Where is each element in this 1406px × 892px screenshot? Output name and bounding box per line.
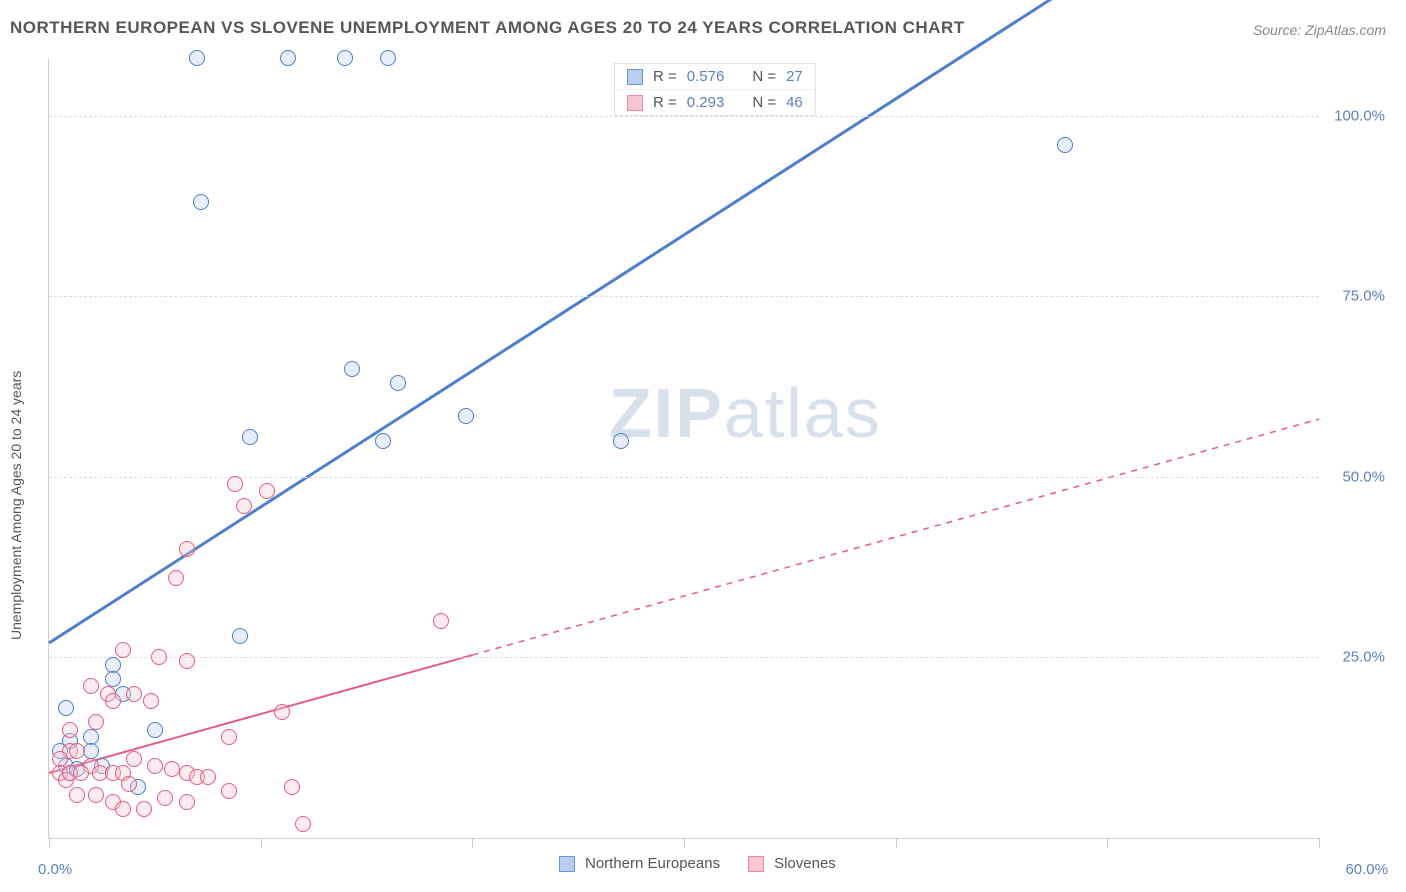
r-label: R = — [653, 94, 677, 111]
scatter-point — [613, 433, 629, 449]
legend-swatch — [627, 95, 643, 111]
scatter-point — [115, 642, 131, 658]
scatter-point — [105, 693, 121, 709]
scatter-point — [164, 761, 180, 777]
r-value: 0.576 — [687, 68, 725, 85]
x-tick — [1319, 838, 1320, 848]
legend-swatch — [748, 856, 764, 872]
scatter-point — [232, 628, 248, 644]
scatter-point — [380, 50, 396, 66]
scatter-point — [147, 758, 163, 774]
x-tick — [472, 838, 473, 848]
y-tick-label: 25.0% — [1342, 649, 1385, 666]
n-label: N = — [752, 94, 776, 111]
x-tick — [261, 838, 262, 848]
stat-legend: R = 0.576 N = 27 R = 0.293 N = 46 — [614, 63, 816, 116]
scatter-point — [375, 433, 391, 449]
plot-area: ZIPatlas R =0.576N =27R =0.293N =46 Nort… — [48, 58, 1319, 839]
scatter-point — [1057, 137, 1073, 153]
scatter-point — [147, 722, 163, 738]
legend-swatch — [627, 69, 643, 85]
scatter-point — [337, 50, 353, 66]
series-legend: Northern Europeans Slovenes — [559, 855, 854, 872]
r-label: R = — [653, 68, 677, 85]
scatter-point — [390, 375, 406, 391]
scatter-point — [62, 722, 78, 738]
scatter-point — [193, 194, 209, 210]
y-tick-label: 50.0% — [1342, 468, 1385, 485]
legend-label: Northern Europeans — [585, 855, 720, 872]
gridline — [49, 116, 1319, 117]
scatter-point — [179, 794, 195, 810]
scatter-point — [259, 483, 275, 499]
scatter-point — [126, 686, 142, 702]
scatter-point — [274, 704, 290, 720]
scatter-point — [221, 729, 237, 745]
scatter-point — [143, 693, 159, 709]
scatter-point — [58, 700, 74, 716]
gridline — [49, 296, 1319, 297]
trend-lines — [49, 58, 1319, 838]
x-tick — [1107, 838, 1108, 848]
scatter-point — [200, 769, 216, 785]
scatter-point — [69, 787, 85, 803]
r-value: 0.293 — [687, 94, 725, 111]
legend-swatch — [559, 856, 575, 872]
n-value: 27 — [786, 68, 803, 85]
scatter-point — [458, 408, 474, 424]
scatter-point — [189, 50, 205, 66]
scatter-point — [179, 653, 195, 669]
chart-title: NORTHERN EUROPEAN VS SLOVENE UNEMPLOYMEN… — [10, 18, 965, 38]
scatter-point — [126, 751, 142, 767]
x-tick — [684, 838, 685, 848]
stat-legend-row: R = 0.576 N = 27 — [615, 64, 815, 90]
gridline — [49, 657, 1319, 658]
scatter-point — [295, 816, 311, 832]
y-tick-label: 100.0% — [1334, 107, 1385, 124]
scatter-point — [221, 783, 237, 799]
n-value: 46 — [786, 94, 803, 111]
x-max-label: 60.0% — [1345, 861, 1388, 878]
scatter-point — [73, 765, 89, 781]
scatter-point — [344, 361, 360, 377]
stat-legend-row: R = 0.293 N = 46 — [615, 90, 815, 115]
scatter-point — [179, 541, 195, 557]
scatter-point — [280, 50, 296, 66]
x-tick — [49, 838, 50, 848]
legend-label: Slovenes — [774, 855, 836, 872]
scatter-point — [121, 776, 137, 792]
scatter-point — [284, 779, 300, 795]
x-tick — [896, 838, 897, 848]
scatter-point — [157, 790, 173, 806]
x-min-label: 0.0% — [38, 861, 72, 878]
scatter-point — [88, 787, 104, 803]
scatter-point — [83, 678, 99, 694]
scatter-point — [433, 613, 449, 629]
scatter-point — [136, 801, 152, 817]
scatter-point — [115, 801, 131, 817]
n-label: N = — [752, 68, 776, 85]
scatter-point — [151, 649, 167, 665]
scatter-point — [168, 570, 184, 586]
scatter-point — [69, 743, 85, 759]
y-tick-label: 75.0% — [1342, 288, 1385, 305]
scatter-point — [88, 714, 104, 730]
y-axis-title: Unemployment Among Ages 20 to 24 years — [8, 371, 24, 640]
scatter-point — [236, 498, 252, 514]
trend-line-dashed — [472, 419, 1319, 655]
scatter-point — [242, 429, 258, 445]
scatter-point — [227, 476, 243, 492]
source-label: Source: ZipAtlas.com — [1253, 22, 1386, 38]
